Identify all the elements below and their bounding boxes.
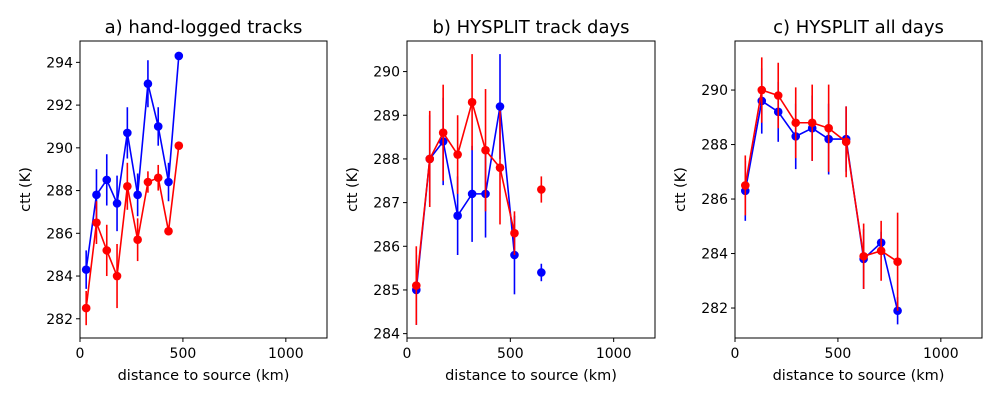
data-point — [133, 235, 142, 245]
data-point — [467, 97, 477, 107]
series-line-red — [744, 88, 899, 263]
y-tick-label: 288 — [46, 184, 73, 200]
data-point — [143, 177, 153, 187]
y-tick-label: 290 — [701, 83, 728, 99]
x-tick-label: 500 — [170, 346, 197, 362]
x-tick-label: 1000 — [923, 346, 959, 362]
x-tick-label: 500 — [825, 346, 852, 362]
data-point — [859, 251, 868, 261]
panel-title: c) HYSPLIT all days — [773, 17, 944, 38]
y-tick-label: 285 — [373, 283, 400, 299]
x-axis-label: distance to source (km) — [118, 368, 290, 384]
series-blue — [412, 54, 546, 325]
y-tick-label: 284 — [46, 269, 73, 285]
y-tick-label: 288 — [701, 138, 728, 154]
data-point — [773, 91, 783, 100]
data-point — [841, 137, 851, 147]
panel-title: a) hand-logged tracks — [105, 17, 303, 38]
data-point — [174, 51, 184, 61]
y-tick-label: 286 — [373, 239, 400, 255]
y-tick-label: 292 — [46, 98, 73, 114]
data-point — [893, 306, 902, 316]
panel-3: c) HYSPLIT all days 0 500 1000 282 284 286 288 2… — [673, 17, 983, 384]
series-red — [412, 54, 546, 325]
x-tick-label: 500 — [497, 346, 524, 362]
data-point — [153, 122, 163, 131]
y-tick-label: 282 — [46, 312, 73, 328]
y-tick-label: 282 — [701, 301, 728, 317]
data-point — [123, 128, 132, 138]
x-axis-label: distance to source (km) — [445, 368, 617, 384]
x-tick-label: 1000 — [268, 346, 304, 362]
data-point — [510, 228, 519, 238]
x-axis-label: distance to source (km) — [773, 368, 945, 384]
data-point — [164, 177, 173, 187]
data-point — [824, 123, 833, 133]
data-point — [425, 154, 435, 164]
data-point — [102, 175, 112, 185]
y-tick-label: 286 — [46, 226, 73, 242]
data-point — [81, 303, 91, 313]
data-point — [164, 226, 173, 236]
data-point — [807, 118, 817, 128]
y-tick-label: 289 — [373, 108, 400, 124]
data-point — [92, 218, 101, 227]
y-axis-label: ctt (K) — [345, 167, 361, 212]
series-red — [740, 57, 902, 311]
data-point — [438, 128, 448, 138]
data-point — [174, 141, 184, 150]
y-axis-label: ctt (K) — [18, 167, 34, 212]
y-tick-label: 286 — [701, 192, 728, 208]
data-point — [123, 181, 132, 191]
data-point — [495, 102, 505, 111]
y-tick-label: 288 — [373, 152, 400, 168]
data-point — [495, 163, 505, 172]
y-tick-label: 290 — [46, 141, 73, 157]
y-tick-label: 284 — [373, 327, 400, 343]
y-tick-label: 294 — [46, 55, 73, 71]
data-point — [412, 281, 421, 290]
x-tick-label: 0 — [731, 346, 740, 362]
data-point — [112, 199, 122, 208]
series-line-blue — [744, 99, 899, 311]
axes-frame — [79, 40, 328, 339]
data-point — [537, 268, 546, 277]
data-point — [112, 271, 122, 281]
series-line-blue — [85, 55, 180, 270]
panel-title: b) HYSPLIT track days — [432, 17, 629, 38]
data-point — [893, 257, 902, 267]
y-tick-label: 287 — [373, 196, 400, 212]
y-axis-label: ctt (K) — [673, 167, 689, 212]
data-point — [791, 118, 801, 128]
y-tick-label: 284 — [701, 247, 728, 263]
axes-frame — [406, 40, 656, 339]
data-point — [876, 246, 886, 256]
data-point — [757, 85, 767, 95]
data-point — [133, 190, 142, 200]
x-tick-label: 1000 — [596, 346, 632, 362]
data-point — [143, 79, 153, 89]
data-point — [153, 173, 163, 183]
series-line-red — [85, 145, 180, 309]
data-point — [453, 211, 462, 221]
y-tick-label: 290 — [373, 65, 400, 81]
data-point — [453, 150, 462, 159]
data-point — [102, 246, 112, 255]
series-red — [81, 141, 184, 326]
axes-frame — [734, 40, 983, 339]
data-point — [740, 181, 750, 190]
data-point — [467, 189, 477, 199]
data-point — [92, 190, 101, 200]
series-blue — [81, 51, 184, 289]
data-point — [81, 265, 91, 274]
data-point — [537, 185, 546, 194]
panel-2: b) HYSPLIT track days 0 500 1000 284 285 286 28… — [345, 17, 656, 384]
series-blue — [740, 68, 902, 325]
x-tick-label: 0 — [76, 346, 85, 362]
data-point — [481, 145, 490, 155]
panel-1: a) hand-logged tracks 0 500 1000 282 284 286 28… — [18, 17, 328, 384]
x-tick-label: 0 — [403, 346, 412, 362]
